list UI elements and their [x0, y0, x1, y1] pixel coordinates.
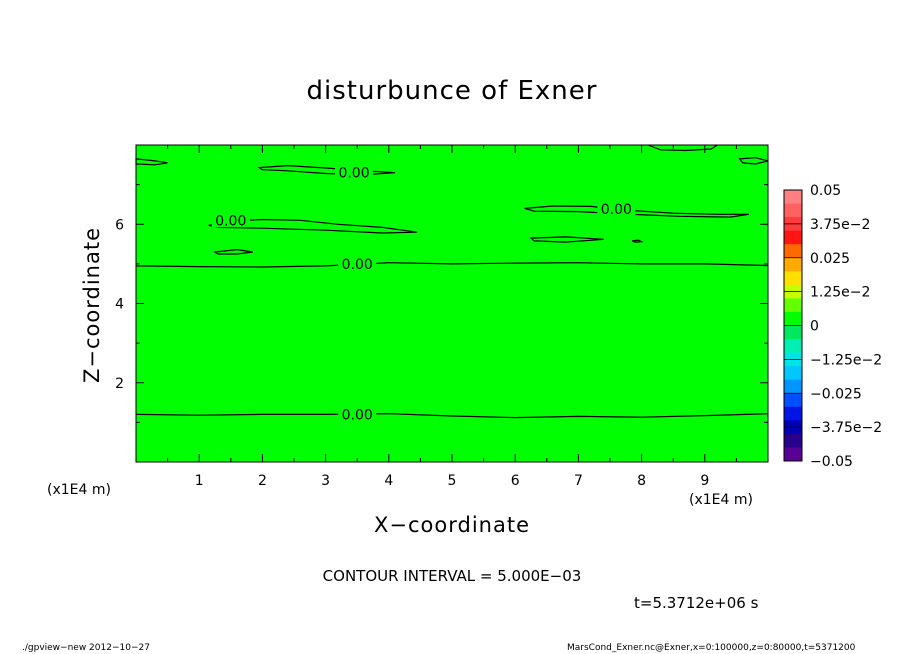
colorbar-label: 0	[810, 319, 819, 335]
contour-line	[524, 205, 750, 218]
contour-line	[738, 157, 769, 165]
contour-line	[647, 144, 718, 152]
colorbar-label: 0.025	[810, 251, 850, 267]
colorbar-label: −1.25e−2	[810, 352, 882, 368]
colorbar: 0.05 3.75e−2 0.025 1.25e−2 0 −1.25e−2 −0.025 −3…	[783, 183, 882, 470]
contour-label: 0.00	[342, 257, 373, 273]
colorbar-segment	[784, 190, 802, 205]
x-axis-units: (x1E4 m)	[689, 492, 753, 508]
contour-label: 0.00	[215, 213, 246, 229]
contour-label-bg	[338, 255, 377, 271]
colorbar-segment	[784, 447, 802, 462]
contour-line	[529, 236, 604, 243]
contour-line	[135, 413, 769, 419]
colorbar-segment	[784, 298, 802, 313]
x-tick-label: 1	[195, 473, 204, 489]
contour-label-bg	[335, 164, 374, 180]
colorbar-label: −3.75e−2	[810, 420, 882, 436]
colorbar-segment	[784, 339, 802, 354]
footer-right: MarsCond_Exner.nc@Exner,x=0:100000,z=0:8…	[567, 643, 856, 653]
colorbar-segment	[784, 230, 802, 245]
contour-line	[631, 239, 644, 243]
axis-ticks: 1 2 3 4 5 6 7 8 9 2 4 6	[115, 145, 768, 489]
contour-label: 0.00	[601, 202, 632, 218]
contour-line	[213, 248, 253, 255]
contour-line	[135, 262, 769, 268]
colorbar-segment	[784, 379, 802, 394]
x-tick-label: 2	[258, 473, 267, 489]
contour-line	[208, 218, 418, 234]
colorbar-segment	[784, 325, 802, 340]
x-tick-label: 7	[574, 473, 583, 489]
contour-label-bg	[338, 406, 377, 422]
contour-label: 0.00	[338, 166, 369, 182]
contour-line	[135, 158, 168, 166]
x-tick-label: 8	[637, 473, 646, 489]
colorbar-label: 0.05	[810, 183, 841, 199]
footer-left: ./gpview−new 2012−10−27	[22, 643, 150, 653]
y-axis-label: Z−coordinate	[80, 227, 104, 383]
x-tick-label: 6	[511, 473, 520, 489]
colorbar-label: −0.025	[810, 386, 862, 402]
colorbar-segment	[784, 406, 802, 421]
colorbar-label: 3.75e−2	[810, 217, 870, 233]
colorbar-segment	[784, 203, 802, 218]
x-tick-label: 9	[700, 473, 709, 489]
y-tick-label: 6	[115, 217, 124, 233]
colorbar-segment	[784, 311, 802, 326]
x-tick-label: 3	[321, 473, 330, 489]
y-axis-units: (x1E4 m)	[47, 482, 111, 498]
x-axis-label: X−coordinate	[374, 513, 530, 537]
contour-label-bg	[597, 201, 636, 217]
colorbar-segment	[784, 433, 802, 448]
x-tick-label: 5	[448, 473, 457, 489]
colorbar-label: 1.25e−2	[810, 285, 870, 301]
contour-label: 0.00	[342, 407, 373, 423]
colorbar-label: −0.05	[810, 454, 853, 470]
colorbar-segment	[784, 257, 802, 272]
y-tick-label: 2	[115, 376, 124, 392]
colorbar-segment	[784, 244, 802, 259]
x-tick-label: 4	[384, 473, 393, 489]
y-tick-label: 4	[115, 297, 124, 313]
plot-area	[135, 144, 769, 463]
contour-line	[257, 164, 396, 176]
colorbar-segment	[784, 366, 802, 381]
colorbar-segment	[784, 393, 802, 408]
time-label: t=5.3712e+06 s	[634, 594, 759, 612]
contour-label-bg	[211, 212, 250, 228]
chart-title: disturbunce of Exner	[306, 76, 598, 106]
contour-interval: CONTOUR INTERVAL = 5.000E−03	[322, 567, 582, 585]
colorbar-segment	[784, 271, 802, 286]
contour-layer: 0.00 0.00 0.00 0.00 0.00	[135, 144, 769, 423]
